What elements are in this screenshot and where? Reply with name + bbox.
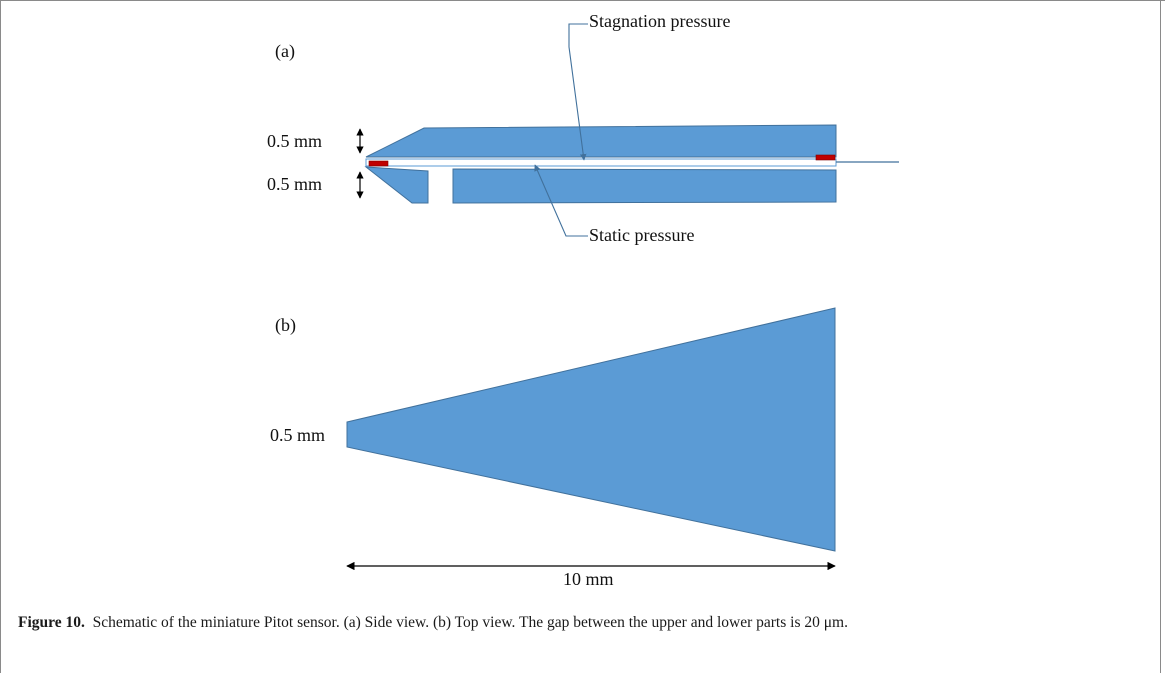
tip-width-label: 0.5 mm [270,425,325,445]
static-leader-line [534,164,588,237]
frame-top-border [0,0,1165,1]
rear-sensor-port [815,154,836,161]
caption-text: Schematic of the miniature Pitot sensor.… [92,614,848,631]
lower-body-front-wedge [364,166,429,204]
frame-right-border [1160,0,1161,673]
lower-thickness-label: 0.5 mm [267,174,322,194]
upper-thickness-label: 0.5 mm [267,131,322,151]
panel-a-label: (a) [275,41,295,62]
panel-b-top-view: (b) 0.5 mm 10 mm [270,307,836,589]
lower-body-main [452,168,837,204]
figure-number: Figure 10. [18,614,85,631]
panel-b-label: (b) [275,315,296,336]
panel-a-side-view: (a) 0.5 mm 0.5 mm Stagnation pressure St… [267,11,899,245]
stagnation-pressure-label: Stagnation pressure [589,11,730,31]
figure-caption: Figure 10. Schematic of the miniature Pi… [18,612,1148,633]
top-view-body [346,307,836,552]
air-gap-channel [365,158,837,167]
static-pressure-label: Static pressure [589,225,694,245]
upper-body [365,124,837,158]
pitot-schematic: (a) 0.5 mm 0.5 mm Stagnation pressure St… [267,11,899,589]
length-label: 10 mm [563,569,614,589]
frame-left-border [0,0,1,673]
stagnation-leader-line [568,23,588,161]
front-sensor-port [368,160,389,167]
